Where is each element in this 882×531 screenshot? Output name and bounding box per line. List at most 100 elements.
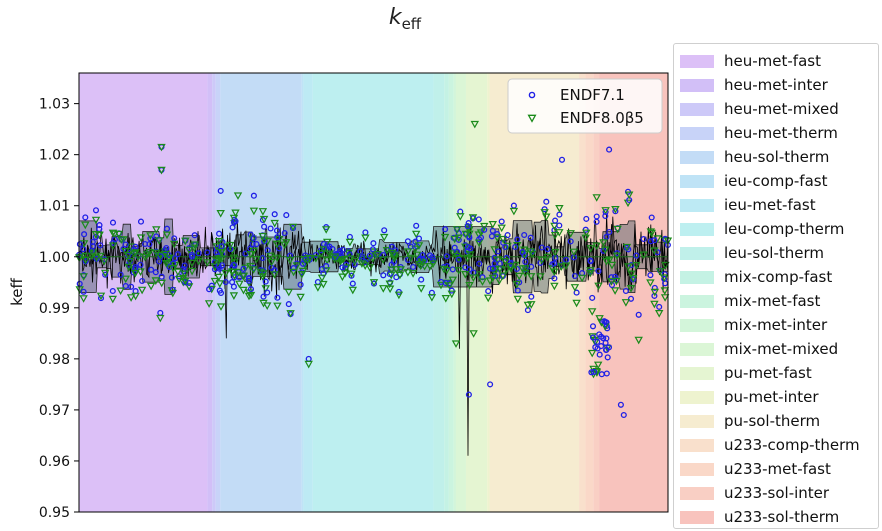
endf71-point (651, 284, 658, 291)
endf71-point (285, 301, 292, 308)
endf80-point (173, 268, 183, 277)
endf80-point (593, 361, 603, 370)
y-tick-label: 0.99 (39, 301, 70, 317)
legend-item-u233-comp-therm: u233-comp-therm (680, 436, 860, 454)
endf71-point (267, 225, 274, 232)
legend-label: mix-met-inter (724, 316, 828, 334)
endf71-point (274, 294, 281, 301)
endf71-point (146, 241, 153, 248)
endf80-point (613, 225, 622, 234)
endf80-point (465, 230, 474, 239)
legend-swatch (680, 270, 714, 284)
endf80-point (485, 277, 495, 286)
endf80-point (368, 255, 378, 263)
legend-label: heu-met-inter (724, 76, 828, 94)
endf80-point (523, 301, 533, 310)
endf80-point (230, 272, 239, 280)
endf71-point (551, 260, 558, 267)
endf71-point (213, 245, 220, 252)
endf71-point (137, 218, 145, 225)
endf80-point (184, 246, 194, 255)
endf71-point (386, 270, 393, 278)
endf80-point (621, 299, 631, 307)
endf71-point (128, 283, 135, 290)
band-leu-sol-therm (433, 73, 445, 512)
legend-item-pu-sol-therm: pu-sol-therm (680, 412, 820, 430)
endf71-point (318, 265, 326, 273)
endf71-point (451, 244, 458, 251)
endf71-point (656, 303, 663, 310)
endf71-point (558, 156, 566, 163)
endf80-point (414, 242, 424, 250)
endf71-point (299, 260, 307, 267)
endf80-point (498, 272, 508, 281)
endf71-point (481, 226, 488, 233)
endf80-point (488, 274, 498, 283)
chart-title: keff (389, 5, 422, 33)
y-tick-label: 0.97 (39, 403, 70, 419)
endf80-point (498, 235, 508, 244)
endf80-point (272, 254, 282, 263)
plot-frame (78, 72, 669, 513)
endf80-point (131, 292, 140, 301)
endf71-point (494, 231, 501, 238)
endf71-point (216, 287, 223, 294)
endf80-point (456, 213, 465, 221)
endf80-point (647, 229, 656, 238)
endf80-point (452, 226, 462, 234)
endf71-point (495, 248, 502, 255)
endf80-point (660, 294, 670, 302)
endf80-point (373, 251, 382, 259)
legend-swatch (680, 222, 714, 236)
endf71-point (250, 235, 257, 242)
endf71-point (603, 335, 610, 342)
endf80-point (145, 249, 154, 257)
endf80-point (452, 252, 462, 261)
legend-swatch (680, 414, 714, 428)
endf80-point (244, 292, 254, 301)
endf71-point (366, 252, 373, 259)
band-ieu-met-fast (303, 73, 313, 512)
endf80-point (249, 266, 258, 274)
endf80-point (311, 255, 321, 263)
endf80-point (607, 261, 617, 270)
endf80-point (262, 302, 272, 311)
endf80-point (502, 266, 511, 274)
endf80-point (270, 219, 279, 228)
endf80-point (108, 242, 118, 250)
endf80-point (463, 255, 472, 263)
endf80-point (492, 234, 502, 242)
endf80-point (81, 221, 90, 230)
endf80-point (428, 260, 438, 269)
endf71-point (247, 231, 254, 238)
endf80-point (216, 303, 226, 311)
endf71-point (600, 335, 607, 342)
endf80-point (162, 260, 171, 268)
endf80-point (261, 285, 270, 293)
endf71-point (522, 258, 529, 265)
endf80-point (289, 268, 298, 277)
endf71-point (290, 265, 297, 272)
endf80-point (470, 120, 480, 129)
endf71-point (76, 241, 83, 248)
endf80-point (350, 257, 360, 266)
endf80-point (241, 264, 250, 273)
endf80-point (181, 277, 190, 286)
legend-label: leu-comp-therm (724, 220, 845, 238)
endf80-point (503, 242, 512, 251)
endf80-point (296, 293, 305, 302)
endf71-point (593, 218, 600, 225)
endf71-point (491, 254, 498, 261)
endf80-point (235, 280, 244, 289)
endf71-point (380, 272, 387, 279)
legend-swatch (680, 54, 714, 68)
endf80-point (161, 250, 170, 259)
endf80-point (365, 264, 375, 272)
endf80-point (442, 266, 452, 275)
endf80-point (500, 258, 510, 266)
endf80-point (585, 269, 595, 278)
endf80-point (406, 254, 416, 263)
endf80-point (634, 336, 643, 345)
endf71-point (283, 212, 290, 219)
legend-label: ieu-met-fast (724, 196, 816, 214)
